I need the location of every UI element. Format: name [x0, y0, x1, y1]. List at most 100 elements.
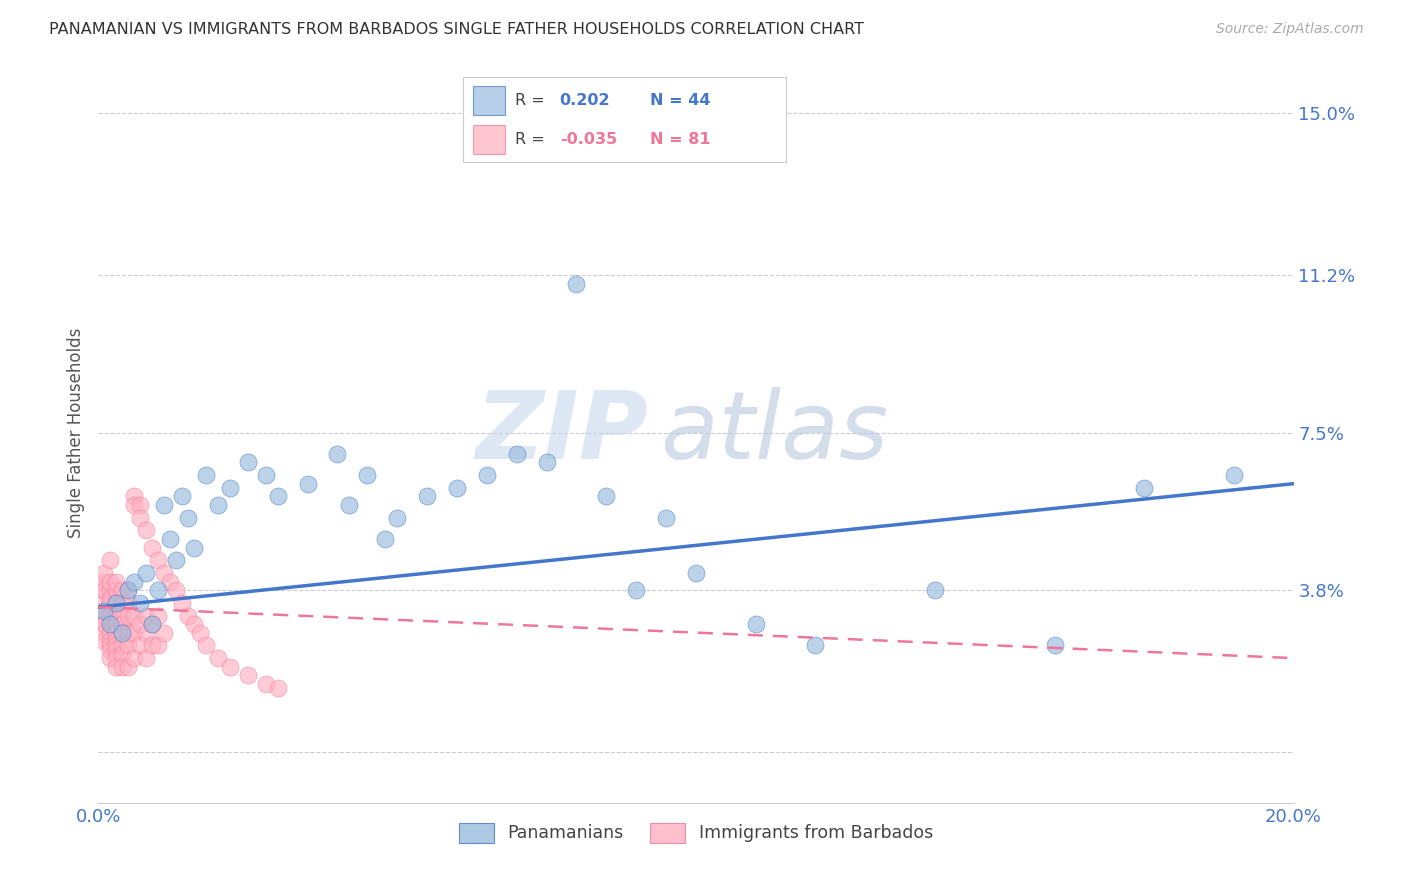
Point: [135, 625, 157, 640]
Point: [188, 625, 211, 640]
Text: ZIP: ZIP: [475, 386, 648, 479]
Point: [111, 617, 134, 632]
Point: [124, 490, 146, 504]
Point: [93, 582, 115, 597]
Point: [267, 490, 290, 504]
Point: [153, 566, 176, 580]
Point: [129, 639, 152, 653]
Point: [111, 639, 134, 653]
Point: [148, 553, 170, 567]
Point: [326, 447, 349, 461]
Point: [111, 625, 134, 640]
Point: [93, 604, 115, 618]
Point: [177, 510, 200, 524]
Point: [236, 668, 259, 682]
Point: [105, 651, 128, 665]
Point: [177, 608, 200, 623]
Point: [129, 498, 152, 512]
Point: [356, 468, 378, 483]
Point: [111, 647, 134, 661]
Point: [195, 468, 218, 483]
Text: atlas: atlas: [661, 387, 889, 478]
Point: [685, 566, 707, 580]
Point: [105, 659, 128, 673]
Point: [117, 582, 139, 597]
Point: [148, 639, 170, 653]
Point: [105, 634, 128, 648]
Point: [117, 608, 139, 623]
Point: [124, 574, 146, 589]
Point: [195, 639, 218, 653]
Point: [111, 608, 134, 623]
Point: [1043, 639, 1066, 653]
Point: [183, 617, 205, 632]
Point: [141, 617, 163, 632]
Point: [129, 617, 152, 632]
Point: [98, 596, 122, 610]
Point: [93, 608, 115, 623]
Point: [98, 651, 122, 665]
Point: [105, 582, 128, 597]
Point: [165, 582, 187, 597]
Legend: Panamanians, Immigrants from Barbados: Panamanians, Immigrants from Barbados: [453, 815, 939, 850]
Point: [475, 468, 498, 483]
Point: [207, 651, 229, 665]
Point: [148, 582, 170, 597]
Point: [148, 608, 170, 623]
Point: [98, 608, 122, 623]
Point: [105, 596, 128, 610]
Point: [804, 639, 827, 653]
Point: [267, 681, 290, 695]
Point: [153, 625, 176, 640]
Point: [93, 625, 115, 640]
Point: [536, 455, 558, 469]
Point: [339, 498, 361, 512]
Point: [172, 490, 194, 504]
Point: [117, 625, 139, 640]
Point: [105, 639, 128, 653]
Point: [135, 608, 157, 623]
Point: [124, 498, 146, 512]
Point: [124, 651, 146, 665]
Point: [105, 608, 128, 623]
Point: [93, 634, 115, 648]
Point: [374, 532, 396, 546]
Point: [111, 596, 134, 610]
Point: [595, 490, 617, 504]
Point: [446, 481, 468, 495]
Point: [745, 617, 768, 632]
Point: [111, 659, 134, 673]
Point: [105, 596, 128, 610]
Point: [135, 566, 157, 580]
Y-axis label: Single Father Households: Single Father Households: [66, 327, 84, 538]
Point: [105, 574, 128, 589]
Point: [98, 617, 122, 632]
Point: [93, 574, 115, 589]
Point: [105, 617, 128, 632]
Point: [141, 541, 163, 555]
Point: [93, 582, 115, 597]
Point: [111, 582, 134, 597]
Point: [117, 596, 139, 610]
Point: [165, 553, 187, 567]
Point: [98, 553, 122, 567]
Point: [141, 639, 163, 653]
Point: [105, 625, 128, 640]
Point: [135, 651, 157, 665]
Point: [626, 582, 648, 597]
Point: [98, 617, 122, 632]
Text: Source: ZipAtlas.com: Source: ZipAtlas.com: [1216, 22, 1364, 37]
Text: PANAMANIAN VS IMMIGRANTS FROM BARBADOS SINGLE FATHER HOUSEHOLDS CORRELATION CHAR: PANAMANIAN VS IMMIGRANTS FROM BARBADOS S…: [49, 22, 865, 37]
Point: [297, 476, 319, 491]
Point: [254, 468, 277, 483]
Point: [98, 639, 122, 653]
Point: [111, 625, 134, 640]
Point: [105, 642, 128, 657]
Point: [98, 591, 122, 606]
Point: [1223, 468, 1246, 483]
Point: [183, 541, 205, 555]
Point: [924, 582, 946, 597]
Point: [117, 659, 139, 673]
Point: [565, 277, 588, 291]
Point: [153, 498, 176, 512]
